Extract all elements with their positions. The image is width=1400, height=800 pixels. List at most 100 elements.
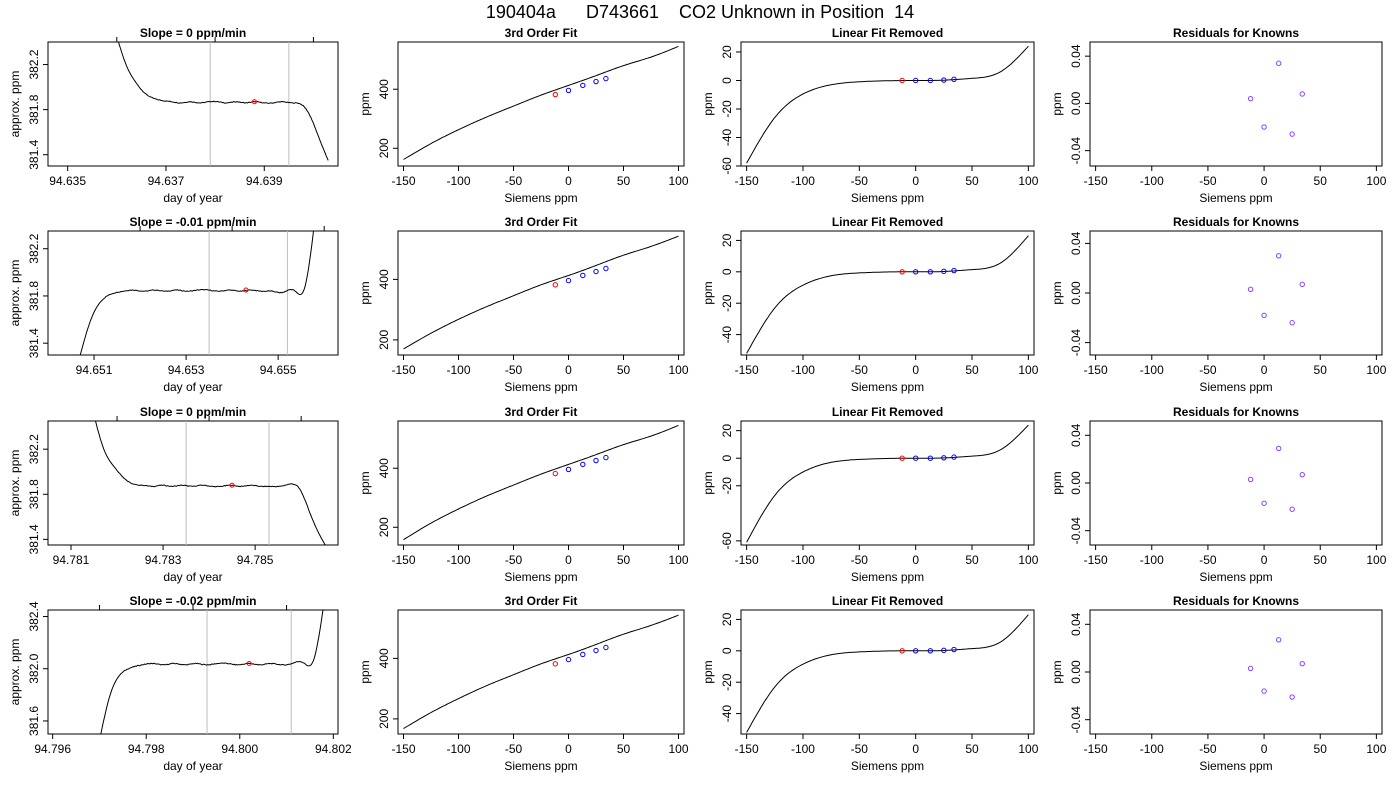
panel-r3-c2: 3rd Order Fit -150 -100 -50 0 50 100 200 400 Siem…: [358, 405, 689, 584]
panel-title: 3rd Order Fit: [505, 594, 578, 608]
x-tick-label: -150: [1084, 553, 1108, 567]
data-point: [1261, 500, 1267, 506]
x-tick-label: 0: [1261, 553, 1268, 567]
data-point: [603, 265, 609, 272]
x-tick-label: 94.651: [76, 363, 113, 377]
x-axis-label: Siemens ppm: [851, 191, 924, 205]
data-point: [593, 78, 599, 85]
data-point: [565, 277, 572, 284]
fit-curve: [403, 614, 679, 730]
y-tick-label: 200: [377, 138, 391, 158]
y-axis-label: ppm: [1050, 660, 1064, 683]
y-axis-label: ppm: [358, 471, 372, 494]
plot-frame: [47, 230, 339, 356]
y-tick-label: 20: [720, 424, 734, 438]
x-tick-label: -150: [735, 553, 759, 567]
x-tick-label: 94.783: [145, 553, 182, 567]
plot-frame: [1089, 230, 1383, 356]
plot-frame: [1089, 41, 1383, 167]
panel-title: Slope = -0.02 ppm/min: [129, 594, 256, 608]
x-axis-label: Siemens ppm: [504, 759, 577, 773]
panel-r3-c4: Residuals for Knowns -150 -100 -50 0 50 100 -0.…: [1050, 405, 1387, 584]
data-point: [1247, 286, 1254, 292]
x-tick-label: 50: [617, 174, 631, 188]
data-point: [593, 268, 599, 275]
y-tick-label: 0.04: [1069, 612, 1083, 636]
x-tick-label: -50: [851, 363, 869, 377]
x-axis-label: day of year: [163, 380, 222, 394]
plot-frame: [740, 41, 1035, 167]
figure-title: 190404a D743661 CO2 Unknown in Position …: [485, 2, 915, 22]
data-trace: [117, 42, 329, 161]
data-point: [1275, 637, 1282, 643]
y-tick-label: 0.00: [1069, 281, 1083, 305]
x-tick-label: -150: [1084, 742, 1108, 756]
y-tick-label: 382.2: [27, 434, 41, 464]
y-tick-label: 382.0: [27, 653, 41, 683]
y-tick-label: 0.04: [1069, 231, 1083, 255]
x-tick-label: 50: [965, 174, 979, 188]
y-tick-label: 0.04: [1069, 423, 1083, 447]
y-axis-label: ppm: [701, 281, 715, 304]
x-tick-label: -100: [791, 553, 815, 567]
y-tick-label: 0: [720, 268, 734, 275]
data-layer: [746, 45, 1029, 164]
data-layer: [100, 610, 324, 734]
data-layer: [1247, 253, 1305, 326]
x-tick-label: 94.800: [221, 742, 258, 756]
data-point: [1247, 476, 1254, 483]
y-tick-label: 400: [377, 269, 391, 289]
x-tick-label: 94.655: [260, 363, 297, 377]
panel-r2-c4: Residuals for Knowns -150 -100 -50 0 50 100 -0.…: [1050, 215, 1387, 394]
panel-title: Residuals for Knowns: [1173, 405, 1299, 419]
sample-marker: [246, 661, 252, 667]
x-axis-label: Siemens ppm: [1199, 570, 1272, 584]
panel-r1-c3: Linear Fit Removed -150 -100 -50 0 50 100 -60 -4…: [701, 26, 1039, 205]
y-tick-label: 381.4: [27, 139, 41, 169]
y-tick-label: 200: [377, 709, 391, 729]
data-layer: [79, 231, 315, 355]
data-point: [927, 269, 934, 275]
fit-curve: [746, 614, 1029, 733]
y-tick-label: 381.8: [27, 94, 41, 124]
x-tick-label: 100: [668, 553, 688, 567]
x-tick-label: -100: [446, 742, 470, 756]
plot-frame: [47, 609, 339, 735]
data-point: [1261, 688, 1267, 694]
x-tick-label: -100: [1140, 174, 1164, 188]
x-tick-label: 50: [617, 553, 631, 567]
x-tick-label: 0: [565, 553, 572, 567]
y-axis-label: ppm: [1050, 92, 1064, 115]
y-tick-label: 20: [720, 233, 734, 247]
x-tick-label: 0: [1261, 363, 1268, 377]
panel-title: Residuals for Knowns: [1173, 215, 1299, 229]
fit-curve: [746, 45, 1029, 164]
panel-r2-c3: Linear Fit Removed -150 -100 -50 0 50 100 -40 -2…: [701, 215, 1039, 394]
data-point: [1275, 60, 1282, 66]
x-tick-label: 100: [1366, 174, 1386, 188]
data-point: [1261, 124, 1267, 130]
y-axis-label: ppm: [701, 92, 715, 115]
plot-frame: [397, 230, 685, 356]
y-axis-label: ppm: [1050, 471, 1064, 494]
x-tick-label: -50: [1199, 174, 1217, 188]
data-point: [899, 455, 905, 461]
y-axis-label: ppm: [1050, 281, 1064, 304]
data-layer: [1247, 637, 1305, 700]
x-tick-label: 50: [965, 742, 979, 756]
x-axis-label: Siemens ppm: [851, 759, 924, 773]
panel-r4-c2: 3rd Order Fit -150 -100 -50 0 50 100 200 400 Siem…: [358, 594, 689, 773]
y-axis-label: approx. ppm: [8, 71, 22, 138]
y-tick-label: 0: [720, 77, 734, 84]
y-tick-label: 382.2: [27, 233, 41, 263]
x-tick-label: -50: [505, 553, 523, 567]
y-tick-label: 382.2: [27, 49, 41, 79]
data-point: [1275, 445, 1282, 452]
x-tick-label: 94.802: [315, 742, 352, 756]
fit-curve: [746, 424, 1029, 543]
x-tick-label: -50: [851, 174, 869, 188]
x-tick-label: -150: [391, 742, 415, 756]
y-axis-label: ppm: [701, 660, 715, 683]
y-axis-label: ppm: [701, 471, 715, 494]
data-point: [1299, 660, 1305, 667]
